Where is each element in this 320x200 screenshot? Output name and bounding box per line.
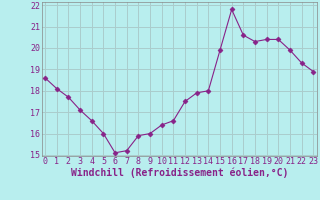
X-axis label: Windchill (Refroidissement éolien,°C): Windchill (Refroidissement éolien,°C) — [70, 168, 288, 178]
